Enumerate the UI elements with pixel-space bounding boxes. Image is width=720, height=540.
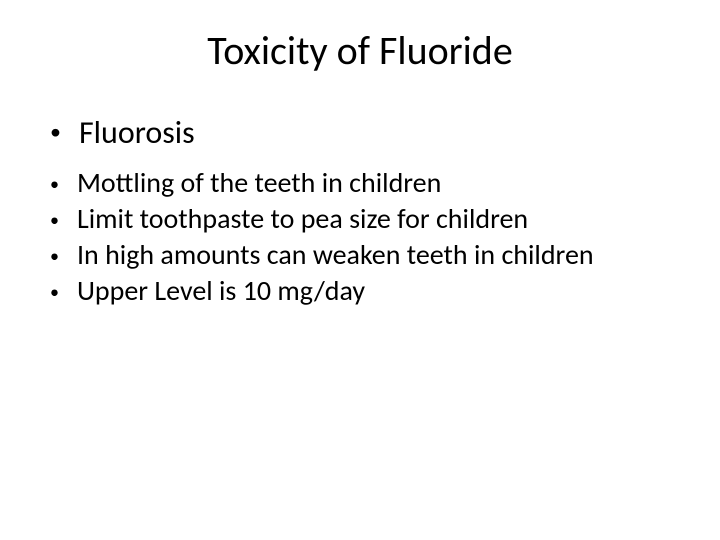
list-item: • Upper Level is 10 mg/day [50, 274, 680, 308]
list-item: • Mottling of the teeth in children [50, 166, 680, 200]
sub-bullet-text: In high amounts can weaken teeth in chil… [77, 238, 594, 272]
list-item: • In high amounts can weaken teeth in ch… [50, 238, 680, 272]
slide-container: Toxicity of Fluoride • Fluorosis • Mottl… [0, 0, 720, 540]
sub-bullet-text: Upper Level is 10 mg/day [77, 274, 365, 308]
bullet-icon: • [50, 121, 61, 143]
main-bullet-list: • Fluorosis [40, 113, 680, 152]
bullet-icon: • [50, 175, 59, 193]
bullet-icon: • [50, 211, 59, 229]
sub-bullet-text: Limit toothpaste to pea size for childre… [77, 202, 528, 236]
bullet-icon: • [50, 283, 59, 301]
list-item: • Limit toothpaste to pea size for child… [50, 202, 680, 236]
slide-title: Toxicity of Fluoride [40, 26, 680, 75]
main-bullet-text: Fluorosis [79, 113, 195, 152]
bullet-icon: • [50, 247, 59, 265]
sub-bullet-text: Mottling of the teeth in children [77, 166, 441, 200]
sub-bullet-list: • Mottling of the teeth in children • Li… [40, 166, 680, 309]
list-item: • Fluorosis [50, 113, 680, 152]
